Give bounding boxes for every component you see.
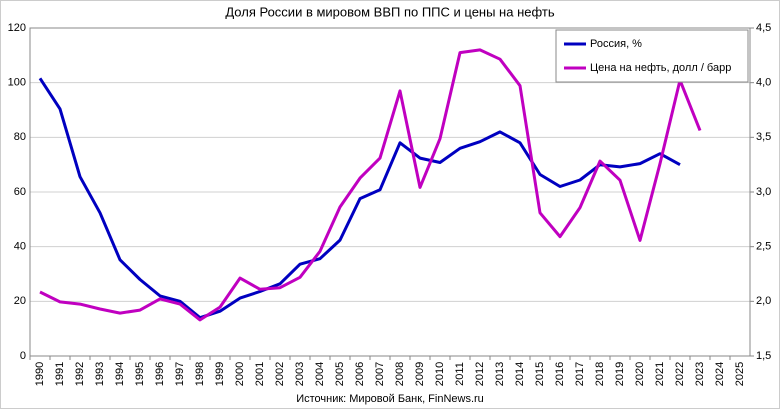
x-tick-label: 2017 <box>574 362 586 386</box>
x-tick-label: 2021 <box>654 362 666 386</box>
series-line <box>39 48 702 322</box>
chart-title: Доля России в мировом ВВП по ППС и цены … <box>225 4 555 19</box>
x-tick-label: 2001 <box>254 362 266 386</box>
y-tick-label: 60 <box>14 186 26 198</box>
y2-tick-label: 3,0 <box>756 186 771 198</box>
y2-tick-label: 4,0 <box>756 77 771 89</box>
x-tick-label: 2013 <box>494 362 506 386</box>
x-tick-label: 2010 <box>434 362 446 386</box>
x-tick-label: 2024 <box>714 362 726 386</box>
x-tick-label: 2025 <box>734 362 746 386</box>
y-tick-label: 0 <box>20 350 26 362</box>
y-tick-label: 120 <box>8 22 26 34</box>
x-tick-label: 1999 <box>214 362 226 386</box>
x-tick-label: 1997 <box>174 362 186 386</box>
legend-label: Цена на нефть, долл / барр <box>590 62 731 74</box>
x-tick-label: 2005 <box>334 362 346 386</box>
x-tick-label: 2007 <box>374 362 386 386</box>
x-tick-label: 2016 <box>554 362 566 386</box>
y2-tick-label: 4,5 <box>756 22 771 34</box>
x-tick-label: 1996 <box>154 362 166 386</box>
y-tick-label: 100 <box>8 77 26 89</box>
x-tick-label: 2004 <box>314 362 326 386</box>
y-tick-label: 20 <box>14 295 26 307</box>
x-tick-label: 2002 <box>274 362 286 386</box>
x-tick-label: 2008 <box>394 362 406 386</box>
x-tick-label: 2003 <box>294 362 306 386</box>
series-line <box>38 77 681 320</box>
x-tick-label: 1991 <box>54 362 66 386</box>
x-tick-label: 1994 <box>114 362 126 386</box>
y2-tick-label: 2,0 <box>756 295 771 307</box>
x-tick-label: 1995 <box>134 362 146 386</box>
x-tick-label: 2022 <box>674 362 686 386</box>
y-tick-label: 40 <box>14 241 26 253</box>
x-tick-label: 1992 <box>74 362 86 386</box>
y2-tick-label: 1,5 <box>756 350 771 362</box>
x-tick-label: 1990 <box>34 362 46 386</box>
x-tick-label: 2006 <box>354 362 366 386</box>
x-tick-label: 1993 <box>94 362 106 386</box>
x-tick-label: 1998 <box>194 362 206 386</box>
legend-label: Россия, % <box>590 38 642 50</box>
y2-tick-label: 3,5 <box>756 131 771 143</box>
x-tick-label: 2020 <box>634 362 646 386</box>
y-tick-label: 80 <box>14 131 26 143</box>
legend-box <box>555 29 749 83</box>
x-tick-label: 2019 <box>614 362 626 386</box>
x-tick-label: 2023 <box>694 362 706 386</box>
x-tick-label: 2014 <box>514 362 526 386</box>
x-tick-label: 2009 <box>414 362 426 386</box>
x-tick-label: 2015 <box>534 362 546 386</box>
x-tick-label: 2012 <box>474 362 486 386</box>
x-tick-label: 2011 <box>454 362 466 386</box>
x-tick-label: 2018 <box>594 362 606 386</box>
source: Источник: Мировой Банк, FinNews.ru <box>296 393 484 405</box>
x-tick-label: 2000 <box>234 362 246 386</box>
y2-tick-label: 2,5 <box>756 241 771 253</box>
